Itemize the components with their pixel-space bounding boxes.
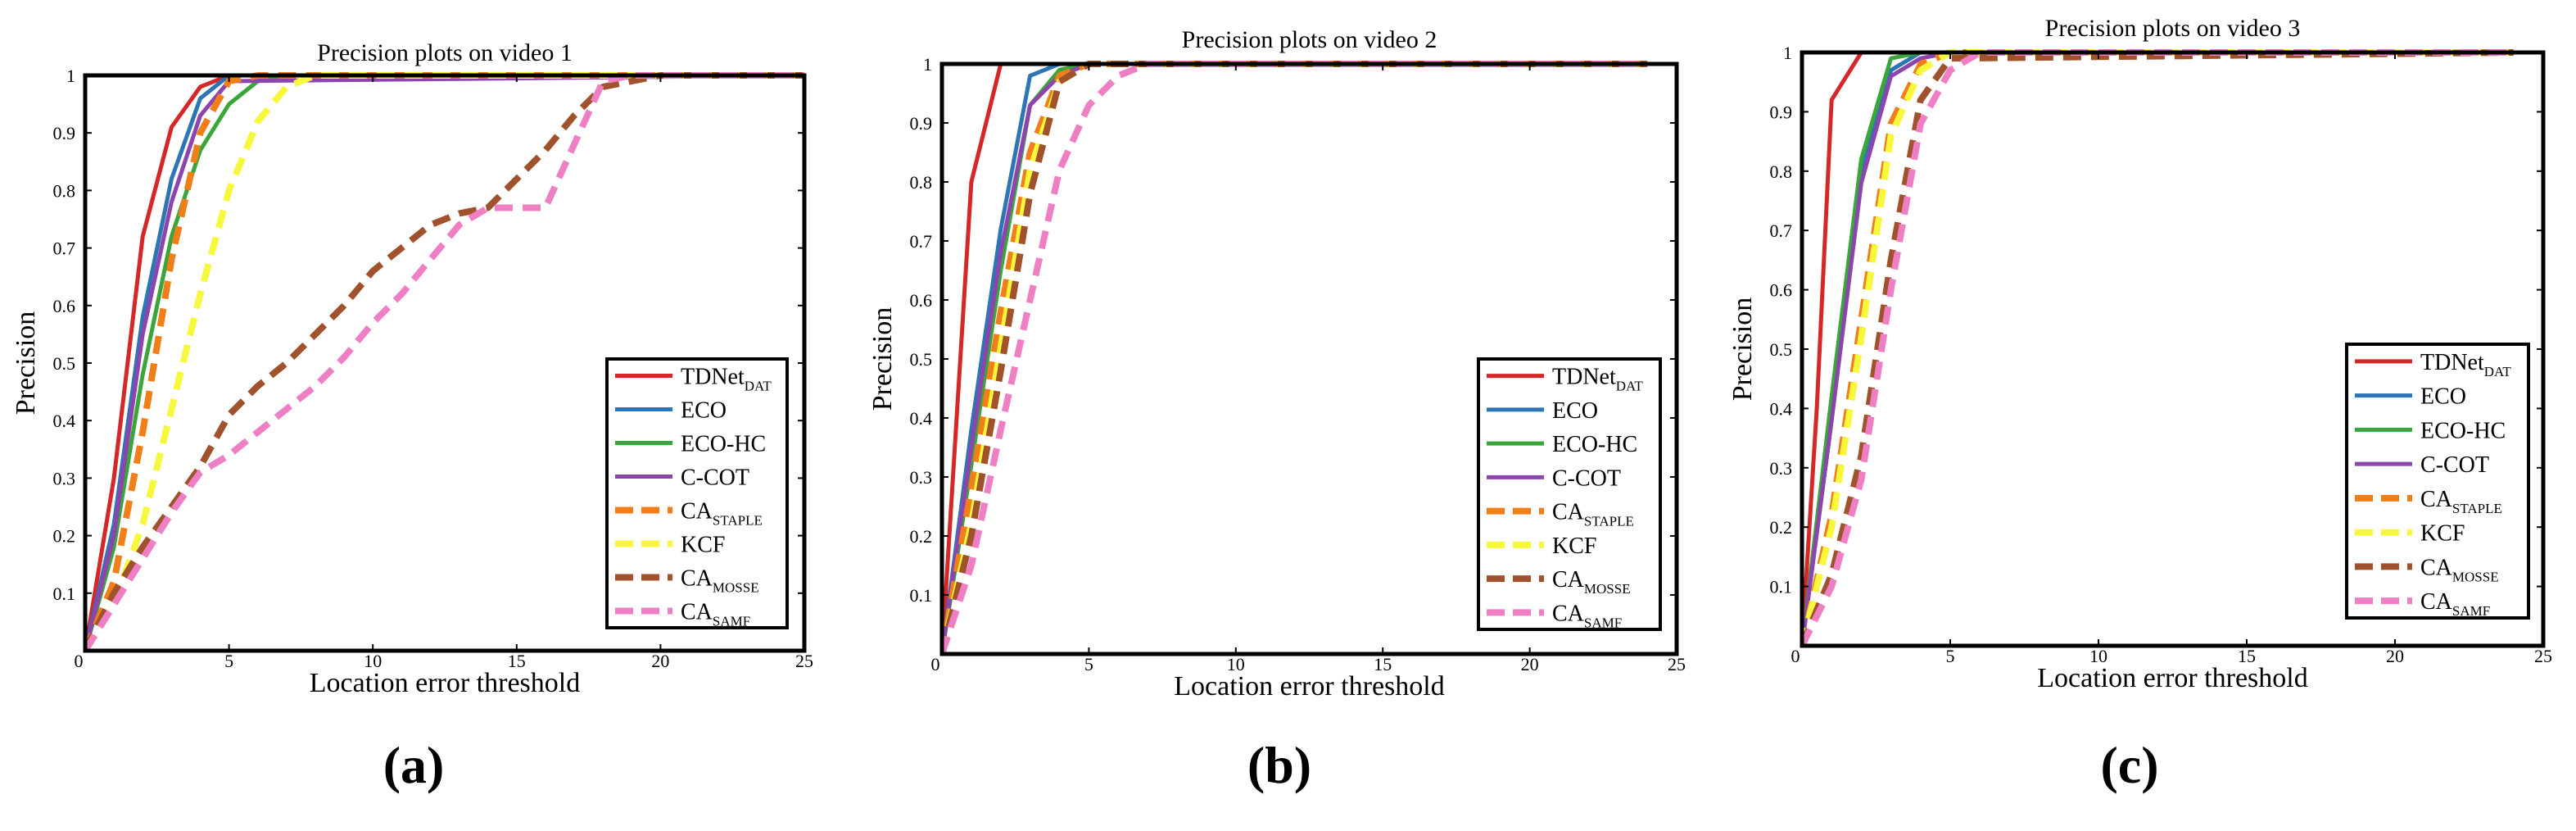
legend-entry: TDNetDAT bbox=[1552, 365, 1643, 394]
chart-panel-1: Precision plots on video 1 0 5 10 15 20 25 0.1 0… bbox=[11, 39, 813, 698]
y-axis-label: Precision bbox=[867, 307, 898, 411]
x-tick-label: 25 bbox=[795, 651, 813, 671]
series-line-ca-samf bbox=[1802, 49, 2514, 647]
y-tick-label: 0.3 bbox=[1770, 458, 1793, 479]
y-tick-label: 0.1 bbox=[910, 585, 933, 606]
x-tick-label: 10 bbox=[2089, 646, 2107, 666]
x-tick-label: 0 bbox=[931, 654, 940, 674]
legend-box bbox=[1477, 357, 1662, 631]
legend-entry: CASTAPLE bbox=[2420, 487, 2502, 516]
y-tick-label: 0.9 bbox=[53, 123, 76, 143]
y-tick-label: 0.1 bbox=[53, 584, 76, 604]
series-line-ca-samf bbox=[942, 61, 1648, 656]
chart-title: Precision plots on video 3 bbox=[2045, 15, 2301, 42]
y-axis-label: Precision bbox=[1727, 297, 1758, 402]
x-tick-label: 15 bbox=[2238, 646, 2256, 666]
legend-entry: CASTAPLE bbox=[1552, 500, 1634, 529]
y-tick-label: 0.2 bbox=[1770, 517, 1793, 538]
y-tick-label: 1 bbox=[923, 54, 932, 75]
legend-entry: ECO bbox=[1552, 398, 1598, 424]
legend-entry: C-COT bbox=[1552, 465, 1621, 491]
y-tick-label: 0.5 bbox=[53, 353, 76, 374]
legend-entry: ECO bbox=[2420, 384, 2466, 410]
x-axis-label: Location error threshold bbox=[2037, 663, 2307, 693]
y-tick-label: 0.6 bbox=[1770, 280, 1793, 301]
y-tick-label: 0.8 bbox=[910, 172, 933, 193]
legend: TDNetDAT ECO ECO-HC C-COT CASTAPLE KCF CAMOSSE… bbox=[2345, 343, 2530, 620]
legend-entry: CAMOSSE bbox=[2420, 555, 2499, 584]
x-tick-label: 15 bbox=[1374, 654, 1392, 674]
y-tick-label: 0.5 bbox=[1770, 339, 1793, 360]
x-tick-label: 25 bbox=[1668, 654, 1686, 674]
x-tick-label: 10 bbox=[1227, 654, 1245, 674]
y-tick-label: 0.3 bbox=[53, 468, 76, 488]
legend-entry: CASTAPLE bbox=[681, 499, 763, 529]
legend-entry: TDNetDAT bbox=[2420, 350, 2511, 379]
series-line-ca-mosse bbox=[1802, 49, 2514, 647]
x-tick-label: 20 bbox=[1521, 654, 1539, 674]
y-tick-label: 0.3 bbox=[910, 467, 933, 488]
chart-title: Precision plots on video 1 bbox=[317, 39, 573, 66]
x-tick-label: 0 bbox=[75, 651, 84, 671]
y-tick-label: 1 bbox=[66, 66, 75, 86]
legend-box bbox=[605, 357, 789, 629]
x-tick-label: 5 bbox=[224, 651, 233, 671]
panel-label: (a) bbox=[383, 736, 445, 794]
y-tick-label: 0.2 bbox=[910, 526, 933, 547]
legend-entry: ECO-HC bbox=[681, 432, 766, 457]
x-tick-label: 15 bbox=[508, 651, 526, 671]
y-tick-label: 0.7 bbox=[53, 238, 76, 259]
y-tick-label: 0.8 bbox=[1770, 161, 1793, 182]
y-tick-label: 0.8 bbox=[53, 180, 76, 201]
x-tick-label: 5 bbox=[1946, 646, 1955, 666]
legend-entry: ECO-HC bbox=[1552, 432, 1637, 457]
x-axis-label: Location error threshold bbox=[310, 668, 580, 698]
y-tick-label: 0.1 bbox=[1770, 577, 1793, 597]
x-tick-label: 20 bbox=[651, 651, 669, 671]
y-tick-label: 0.4 bbox=[53, 411, 76, 431]
y-axis-label: Precision bbox=[11, 311, 41, 416]
panel-label: (b) bbox=[1247, 736, 1311, 794]
y-tick-label: 0.6 bbox=[910, 290, 933, 311]
legend: TDNetDAT ECO ECO-HC C-COT CASTAPLE KCF CAMOSSE… bbox=[1477, 357, 1662, 631]
series-line-ca-samf bbox=[85, 72, 804, 653]
legend-entry: ECO bbox=[681, 398, 727, 424]
legend-entry: C-COT bbox=[681, 465, 749, 491]
y-tick-label: 0.5 bbox=[910, 349, 933, 370]
y-tick-label: 0.4 bbox=[1770, 398, 1793, 419]
y-tick-label: 1 bbox=[1783, 43, 1792, 63]
panel-label: (c) bbox=[2100, 736, 2158, 794]
x-tick-label: 20 bbox=[2386, 646, 2404, 666]
legend-entry: KCF bbox=[681, 533, 725, 558]
y-tick-label: 0.7 bbox=[1770, 220, 1793, 241]
legend-entry: KCF bbox=[1552, 534, 1596, 559]
x-tick-label: 5 bbox=[1084, 654, 1093, 674]
legend-entry: CASAMF bbox=[2420, 589, 2490, 619]
legend-entry: CAMOSSE bbox=[1552, 567, 1631, 597]
legend-entry: TDNetDAT bbox=[681, 365, 772, 394]
legend-entry: CASAMF bbox=[681, 600, 750, 629]
y-tick-label: 0.9 bbox=[910, 113, 933, 134]
x-tick-label: 0 bbox=[1791, 646, 1800, 666]
legend-entry: ECO-HC bbox=[2420, 418, 2506, 443]
y-tick-label: 0.9 bbox=[1770, 102, 1793, 122]
chart-panel-2: Precision plots on video 2 0 5 10 15 20 25 0.1 0… bbox=[867, 26, 1686, 702]
x-tick-label: 25 bbox=[2534, 646, 2552, 666]
chart-title: Precision plots on video 2 bbox=[1182, 26, 1437, 53]
legend-entry: CASAMF bbox=[1552, 601, 1622, 630]
y-tick-label: 0.6 bbox=[53, 296, 76, 316]
legend: TDNetDAT ECO ECO-HC C-COT CASTAPLE KCF CAMOSSE… bbox=[605, 357, 789, 629]
x-tick-label: 10 bbox=[364, 651, 382, 671]
legend-entry: C-COT bbox=[2420, 452, 2489, 478]
legend-box bbox=[2345, 343, 2530, 620]
y-tick-label: 0.7 bbox=[910, 231, 933, 252]
y-tick-label: 0.4 bbox=[910, 408, 933, 429]
x-axis-label: Location error threshold bbox=[1174, 671, 1444, 702]
legend-entry: CAMOSSE bbox=[681, 566, 759, 596]
y-tick-label: 0.2 bbox=[53, 526, 76, 547]
legend-entry: KCF bbox=[2420, 521, 2465, 547]
series-line-ca-mosse bbox=[85, 72, 804, 652]
chart-panel-3: Precision plots on video 3 0 5 10 15 20 25 0.1 0… bbox=[1727, 15, 2552, 693]
